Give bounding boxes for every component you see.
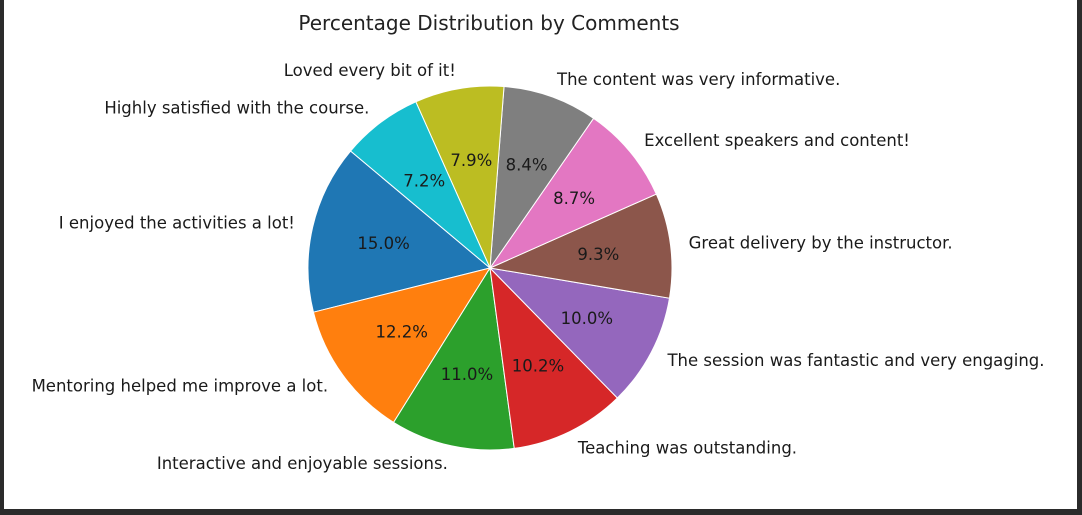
category-label: Loved every bit of it! xyxy=(284,61,456,80)
percentage-label: 11.0% xyxy=(441,365,493,384)
percentage-label: 8.7% xyxy=(553,189,595,208)
percentage-label: 12.2% xyxy=(375,323,427,342)
category-label: Interactive and enjoyable sessions. xyxy=(157,454,448,473)
percentage-label: 8.4% xyxy=(506,156,548,175)
pie-chart: Percentage Distribution by Comments 15.0… xyxy=(32,11,1045,473)
percentage-labels: 15.0% 12.2% 11.0% 10.2% 10.0% 9.3% 8.7% 8.4% 7.9… xyxy=(357,151,619,384)
pie-slice-i-enjoyed-the-activities-a-lot xyxy=(307,150,492,313)
percentage-label: 10.0% xyxy=(561,309,613,328)
pie-slice-highly-satisfied-with-the-course xyxy=(349,101,491,269)
category-label: Teaching was outstanding. xyxy=(577,438,797,457)
category-label: Mentoring helped me improve a lot. xyxy=(32,376,329,395)
pie-slice-interactive-and-enjoyable-sessions xyxy=(392,266,515,451)
pie-slice-excellent-speakers-and-content xyxy=(488,117,657,270)
category-label: I enjoyed the activities a lot! xyxy=(59,214,295,233)
pie-slice-teaching-was-outstanding xyxy=(489,266,619,449)
percentage-label: 7.2% xyxy=(403,171,445,190)
percentage-label: 15.0% xyxy=(357,234,409,253)
category-label: The session was fantastic and very engag… xyxy=(666,351,1044,370)
category-labels: I enjoyed the activities a lot! Mentoring… xyxy=(32,61,1045,473)
category-label: Great delivery by the instructor. xyxy=(689,233,953,252)
pie-slice-mentoring-helped-me-improve-a-lot xyxy=(312,267,492,424)
category-label: The content was very informative. xyxy=(556,70,840,89)
pie-slice-the-content-was-very-informative xyxy=(489,86,595,270)
percentage-label: 10.2% xyxy=(512,357,564,376)
percentage-label: 7.9% xyxy=(450,151,492,170)
category-label: Highly satisfied with the course. xyxy=(104,99,369,118)
pie-slice-the-session-was-fantastic-and-very-engaging xyxy=(488,267,671,399)
pie-slice-loved-every-bit-of-it xyxy=(415,85,505,269)
chart-figure: Percentage Distribution by Comments 15.0… xyxy=(4,0,1077,509)
pie-slices xyxy=(307,85,673,451)
category-label: Excellent speakers and content! xyxy=(644,131,910,150)
percentage-label: 9.3% xyxy=(577,245,619,264)
chart-title: Percentage Distribution by Comments xyxy=(298,11,679,35)
pie-slice-great-delivery-by-the-instructor xyxy=(488,193,673,299)
